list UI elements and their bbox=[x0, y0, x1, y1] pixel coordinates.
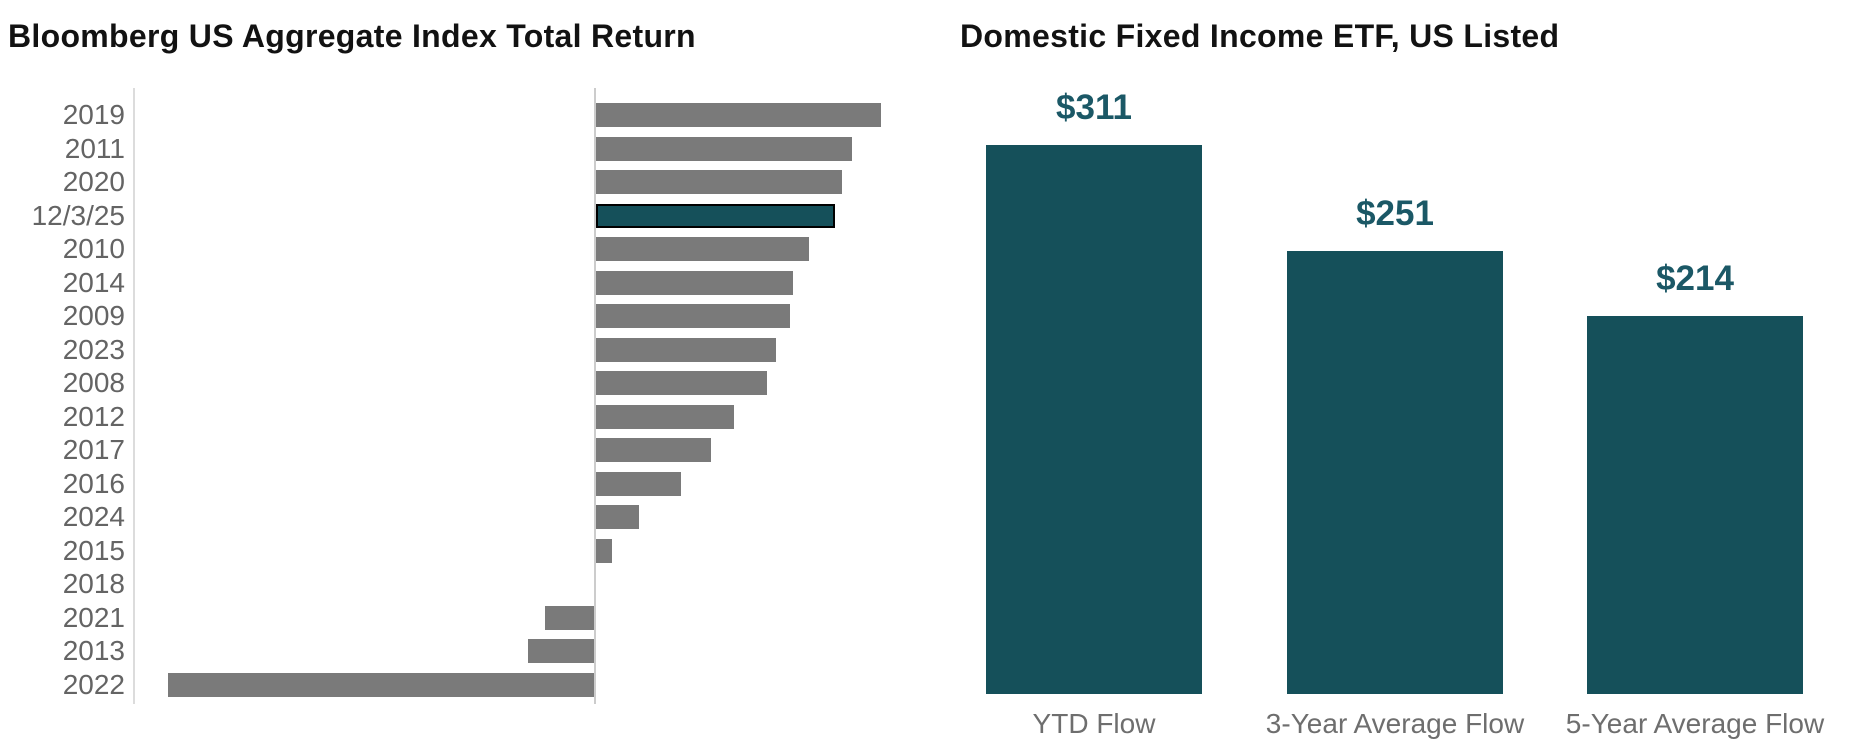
y-axis-label-2008: 2008 bbox=[62, 367, 125, 399]
y-axis-label-12-3-25: 12/3/25 bbox=[31, 199, 125, 231]
return-bar-2021 bbox=[545, 605, 594, 630]
y-axis-label-2010: 2010 bbox=[62, 233, 125, 265]
y-axis-label-2023: 2023 bbox=[62, 333, 125, 365]
y-axis-label-2012: 2012 bbox=[62, 400, 125, 432]
return-bar-2024 bbox=[596, 505, 639, 530]
flow-bar-3 bbox=[1587, 316, 1803, 694]
return-bar-2008 bbox=[596, 371, 767, 396]
y-axis-label-2021: 2021 bbox=[62, 601, 125, 633]
zero-baseline bbox=[594, 88, 596, 704]
flow-value-label-2: $251 bbox=[1356, 194, 1434, 233]
flow-bar-1 bbox=[986, 145, 1202, 694]
return-bar-12-3-25 bbox=[596, 203, 835, 228]
flow-value-label-1: $311 bbox=[1056, 88, 1132, 127]
flow-bar-2 bbox=[1287, 251, 1503, 694]
return-bar-2020 bbox=[596, 170, 842, 195]
y-axis-label-2013: 2013 bbox=[62, 635, 125, 667]
y-axis-label-2020: 2020 bbox=[62, 166, 125, 198]
flow-value-label-3: $214 bbox=[1656, 259, 1734, 298]
return-bar-2011 bbox=[596, 136, 852, 161]
y-axis-label-2018: 2018 bbox=[62, 568, 125, 600]
return-bar-2023 bbox=[596, 337, 776, 362]
x-axis-label-3: 5-Year Average Flow bbox=[1565, 708, 1825, 739]
y-axis-label-2022: 2022 bbox=[62, 669, 125, 700]
y-axis-label-2024: 2024 bbox=[62, 501, 125, 533]
return-bar-2016 bbox=[596, 471, 681, 496]
y-axis-label-2011: 2011 bbox=[64, 132, 125, 164]
y-axis-label-2017: 2017 bbox=[62, 434, 125, 466]
return-bar-2015 bbox=[596, 538, 612, 563]
y-axis-label-2014: 2014 bbox=[62, 266, 125, 298]
y-axis-label-2016: 2016 bbox=[62, 467, 125, 499]
right-chart-title: Domestic Fixed Income ETF, US Listed bbox=[960, 18, 1560, 54]
y-axis-label-2009: 2009 bbox=[62, 300, 125, 332]
left-chart-title: Bloomberg US Aggregate Index Total Retur… bbox=[8, 18, 696, 54]
x-axis-label-2: 3-Year Average Flow bbox=[1265, 708, 1525, 739]
aggregate-return-plot: 2019 2011 2020 12/3/25 2010 2014 2009 2023 2008 2… bbox=[0, 88, 945, 704]
return-bar-2012 bbox=[596, 404, 734, 429]
return-bar-2010 bbox=[596, 237, 809, 262]
y-axis-label-2019: 2019 bbox=[62, 99, 125, 130]
return-bar-2013 bbox=[528, 639, 594, 664]
return-bar-2014 bbox=[596, 270, 793, 295]
return-bar-2022 bbox=[168, 673, 594, 697]
plot-left-axis-line bbox=[133, 88, 135, 704]
return-bar-2019 bbox=[596, 103, 881, 127]
return-bar-2017 bbox=[596, 438, 711, 463]
x-axis-label-1: YTD Flow bbox=[1032, 708, 1156, 739]
y-axis-label-2015: 2015 bbox=[62, 534, 125, 566]
return-bar-2009 bbox=[596, 304, 790, 329]
